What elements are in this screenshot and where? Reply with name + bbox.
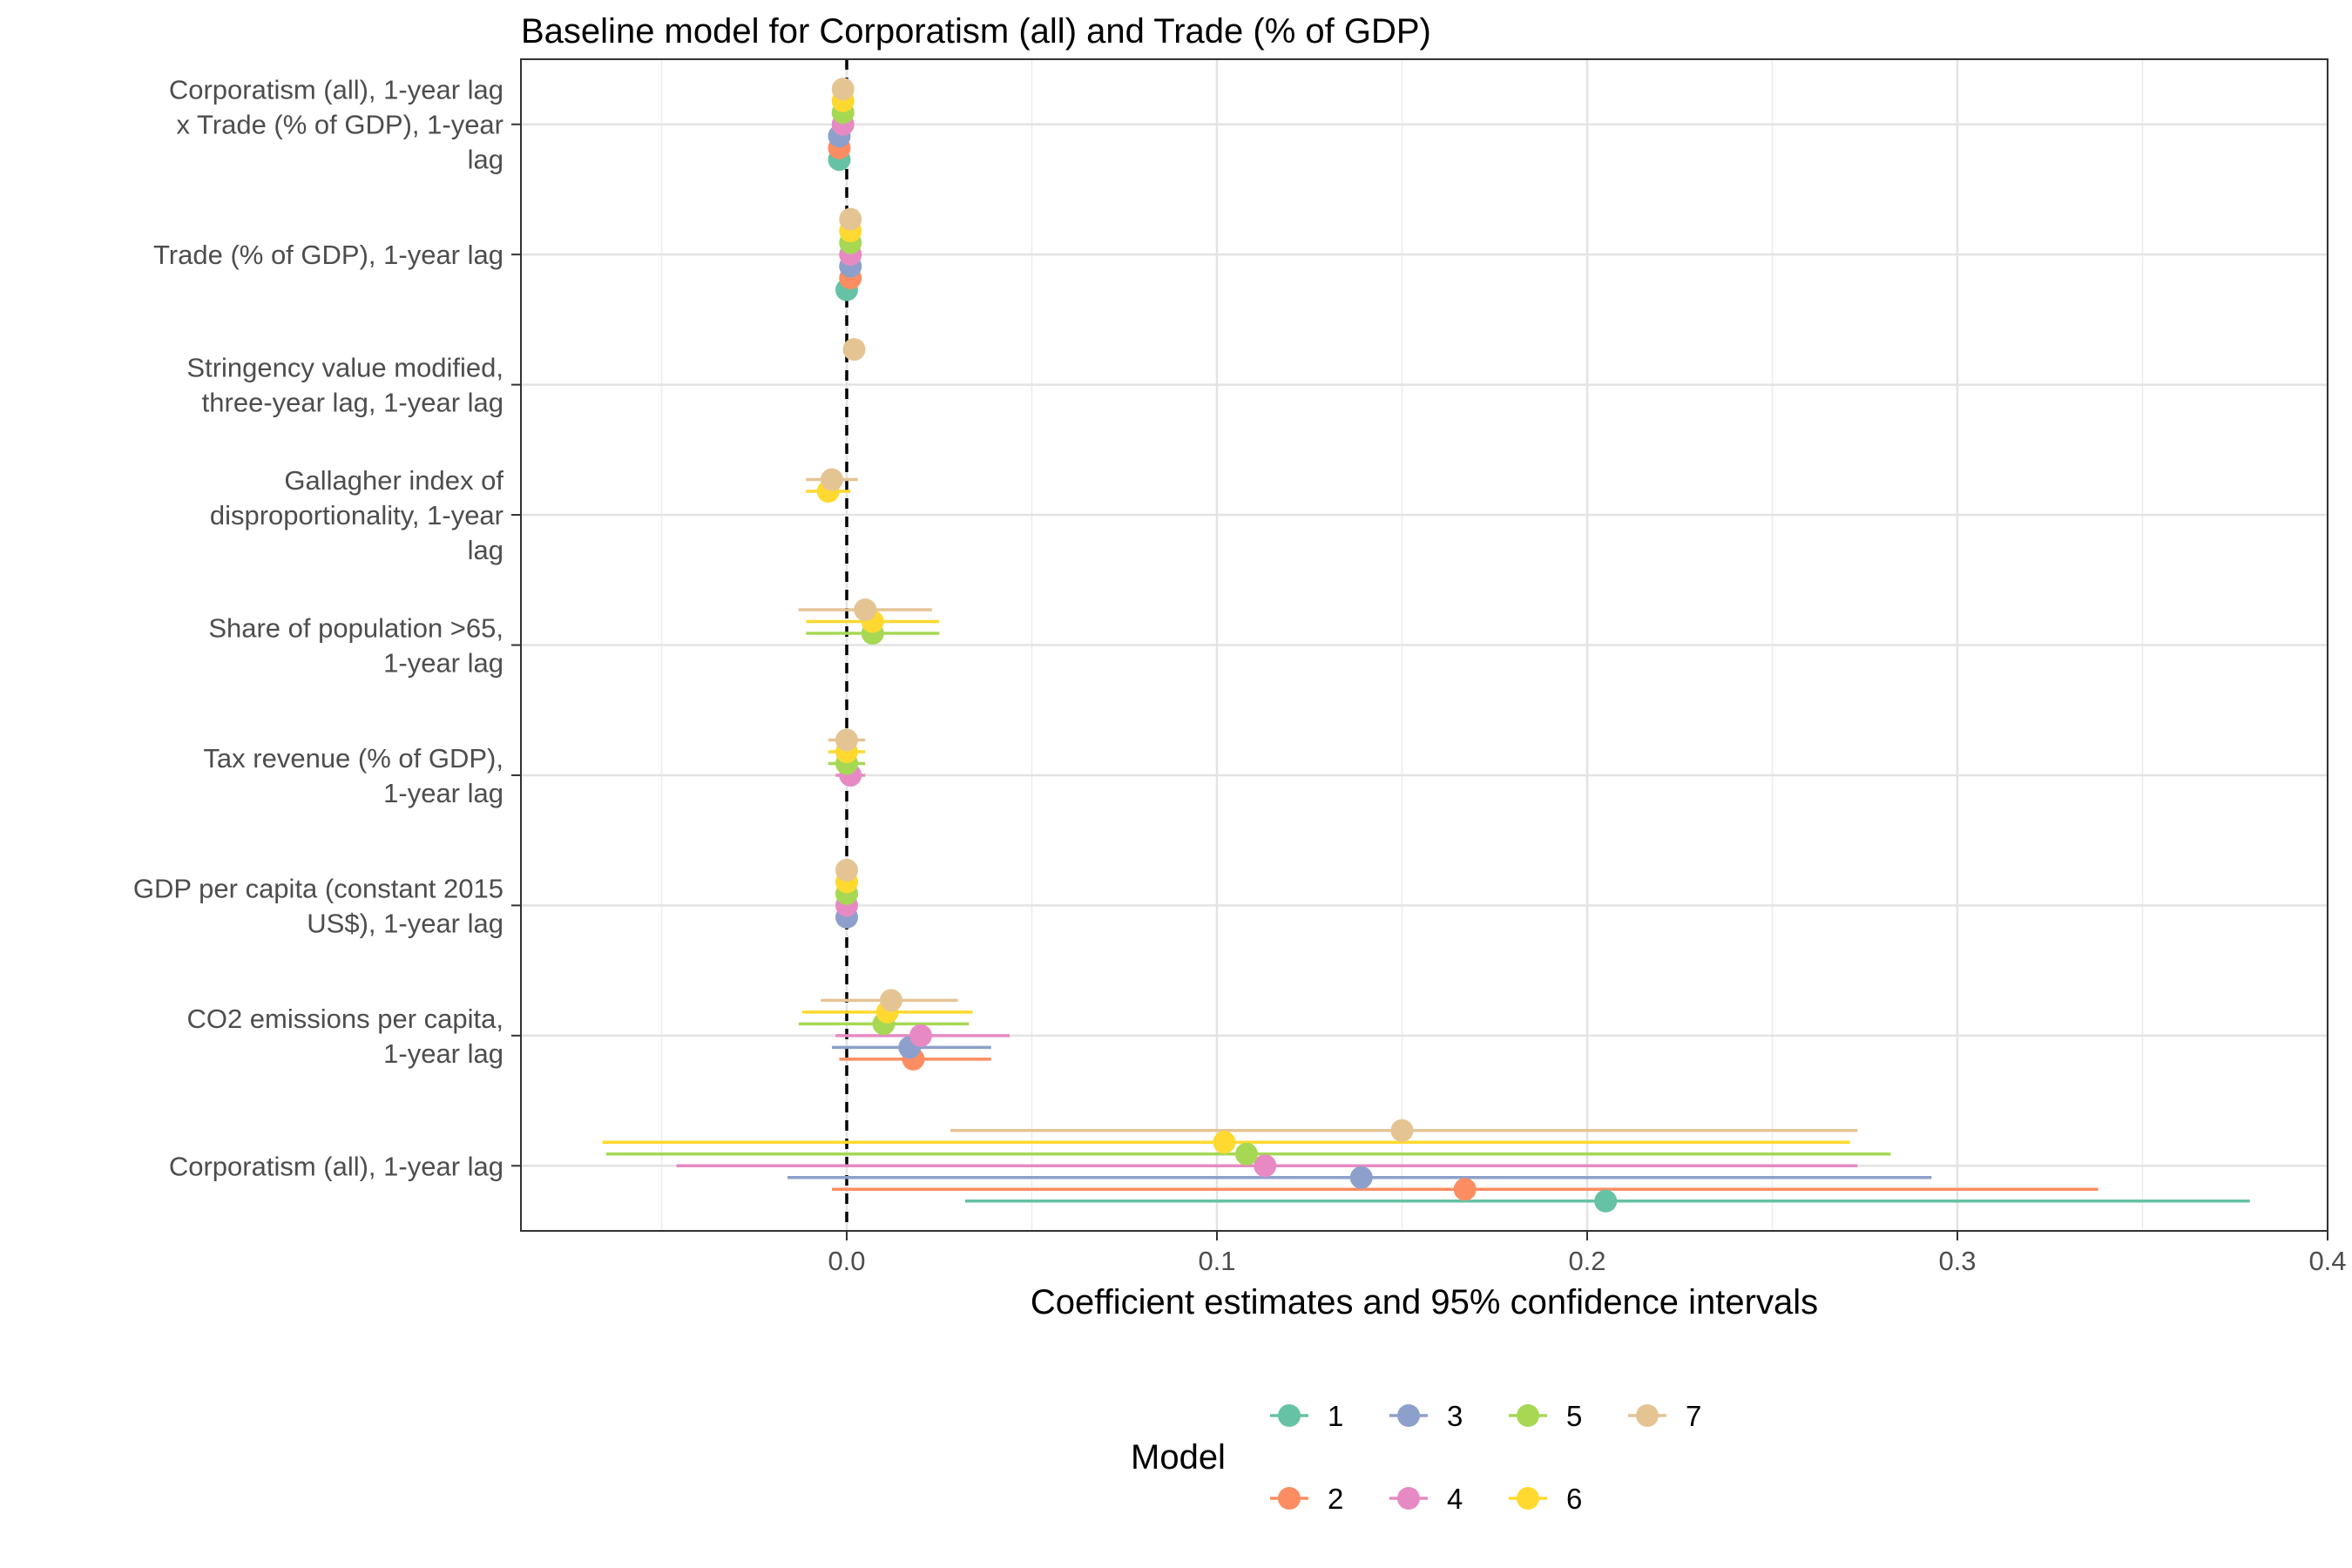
y-tick-label-line: three-year lag, 1-year lag — [202, 388, 504, 418]
y-tick-label: Gallagher index of disproportionality, 1-… — [210, 465, 504, 565]
y-tick-label-line: Corporatism (all), 1-year lag — [169, 1151, 504, 1181]
estimate-point-3 — [1349, 1166, 1373, 1189]
legend-label-6: 6 — [1566, 1483, 1582, 1515]
y-tick-label-line: Stringency value modified, — [186, 353, 504, 383]
legend-label-5: 5 — [1566, 1400, 1582, 1432]
estimate-point-7 — [839, 207, 862, 231]
estimate-point-7 — [842, 338, 866, 362]
x-tick-label: 0.3 — [1938, 1246, 1976, 1276]
legend-label-4: 4 — [1447, 1483, 1463, 1515]
estimate-point-4 — [909, 1024, 932, 1047]
y-tick-label-line: disproportionality, 1-year — [210, 500, 504, 531]
estimate-point-1 — [1594, 1189, 1618, 1213]
y-tick-label-line: Share of population >65, — [208, 613, 504, 644]
y-tick-label-line: 1-year lag — [383, 648, 504, 679]
y-tick-label-line: GDP per capita (constant 2015 — [133, 873, 504, 903]
estimate-point-4 — [1254, 1154, 1277, 1178]
estimate-point-7 — [821, 468, 843, 491]
y-tick-label: GDP per capita (constant 2015 US$), 1-yea… — [133, 873, 504, 938]
chart-title: Baseline model for Corporatism (all) and… — [521, 12, 1431, 51]
y-tick-label-line: Trade (% of GDP), 1-year lag — [153, 240, 504, 270]
x-tick-label: 0.2 — [1568, 1246, 1605, 1276]
y-tick-label-line: CO2 emissions per capita, — [186, 1004, 504, 1034]
legend-key-point-6 — [1517, 1487, 1539, 1510]
legend-label-7: 7 — [1686, 1400, 1701, 1432]
estimate-point-5 — [1235, 1142, 1258, 1166]
legend-key-point-3 — [1397, 1404, 1420, 1427]
y-tick-label-line: 1-year lag — [383, 1038, 504, 1069]
y-tick-label-line: Corporatism (all), 1-year lag — [169, 75, 504, 105]
y-tick-label-line: US$), 1-year lag — [307, 908, 504, 938]
x-axis-title: Coefficient estimates and 95% confidence… — [1031, 1283, 1818, 1321]
legend-key-point-1 — [1278, 1404, 1301, 1427]
x-tick-label: 0.1 — [1198, 1246, 1235, 1276]
y-tick-label: Tax revenue (% of GDP), 1-year lag — [203, 743, 504, 808]
y-tick-label: Stringency value modified, three-year lag… — [186, 353, 504, 418]
legend-key-point-5 — [1517, 1404, 1539, 1427]
y-tick-label-line: x Trade (% of GDP), 1-year — [176, 110, 504, 140]
estimate-point-6 — [1213, 1131, 1236, 1154]
y-tick-label-line: lag — [468, 145, 504, 175]
legend-key-point-2 — [1278, 1487, 1301, 1510]
estimate-point-7 — [880, 989, 902, 1012]
legend-key-point-7 — [1636, 1404, 1659, 1427]
y-tick-label-line: 1-year lag — [383, 778, 504, 808]
estimate-point-7 — [854, 598, 877, 621]
x-tick-label: 0.0 — [828, 1246, 865, 1276]
estimate-point-7 — [1390, 1119, 1414, 1142]
legend-key-point-4 — [1397, 1487, 1420, 1510]
legend-label-2: 2 — [1328, 1483, 1343, 1515]
estimate-point-7 — [835, 858, 858, 882]
y-tick-label: Trade (% of GDP), 1-year lag — [153, 240, 504, 270]
y-tick-label: Share of population >65, 1-year lag — [208, 613, 504, 679]
legend-title: Model — [1131, 1438, 1226, 1477]
estimate-point-2 — [1453, 1178, 1477, 1201]
y-tick-label-line: Gallagher index of — [284, 465, 504, 496]
y-tick-label-line: Tax revenue (% of GDP), — [203, 743, 504, 774]
x-tick-label: 0.4 — [2308, 1246, 2346, 1276]
y-tick-label: Corporatism (all), 1-year lag — [169, 1151, 504, 1181]
estimate-point-7 — [831, 78, 855, 101]
y-tick-label: CO2 emissions per capita, 1-year lag — [186, 1004, 504, 1069]
legend-label-1: 1 — [1328, 1400, 1343, 1432]
legend-label-3: 3 — [1447, 1400, 1463, 1432]
y-tick-label: Corporatism (all), 1-year lag x Trade (% … — [169, 75, 504, 175]
y-tick-label-line: lag — [468, 535, 504, 565]
estimate-point-7 — [835, 728, 858, 752]
